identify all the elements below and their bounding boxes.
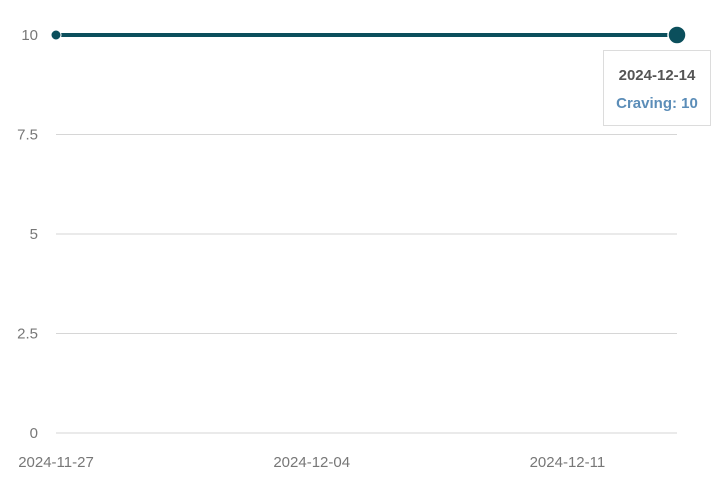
y-tick-label-2: 5 bbox=[30, 226, 38, 243]
gridlines bbox=[56, 134, 677, 434]
series-craving bbox=[50, 25, 687, 45]
tooltip-value: Craving: 10 bbox=[616, 95, 698, 112]
y-tick-label-0: 0 bbox=[30, 425, 38, 442]
tooltip: 2024-12-14 Craving: 10 bbox=[603, 50, 711, 126]
y-axis-ticks: 0 2.5 5 7.5 10 bbox=[17, 27, 38, 442]
x-tick-label-0: 2024-11-27 bbox=[18, 454, 94, 471]
y-tick-label-1: 2.5 bbox=[17, 326, 38, 343]
x-tick-label-1: 2024-12-04 bbox=[273, 454, 350, 471]
y-tick-label-4: 10 bbox=[21, 27, 38, 44]
x-tick-label-2: 2024-12-11 bbox=[530, 454, 606, 471]
data-point-0 bbox=[50, 29, 62, 41]
data-point-1 bbox=[667, 25, 687, 45]
tooltip-date: 2024-12-14 bbox=[618, 67, 696, 84]
y-tick-label-3: 7.5 bbox=[17, 127, 38, 144]
x-axis-ticks: 2024-11-27 2024-12-04 2024-12-11 bbox=[18, 454, 605, 471]
